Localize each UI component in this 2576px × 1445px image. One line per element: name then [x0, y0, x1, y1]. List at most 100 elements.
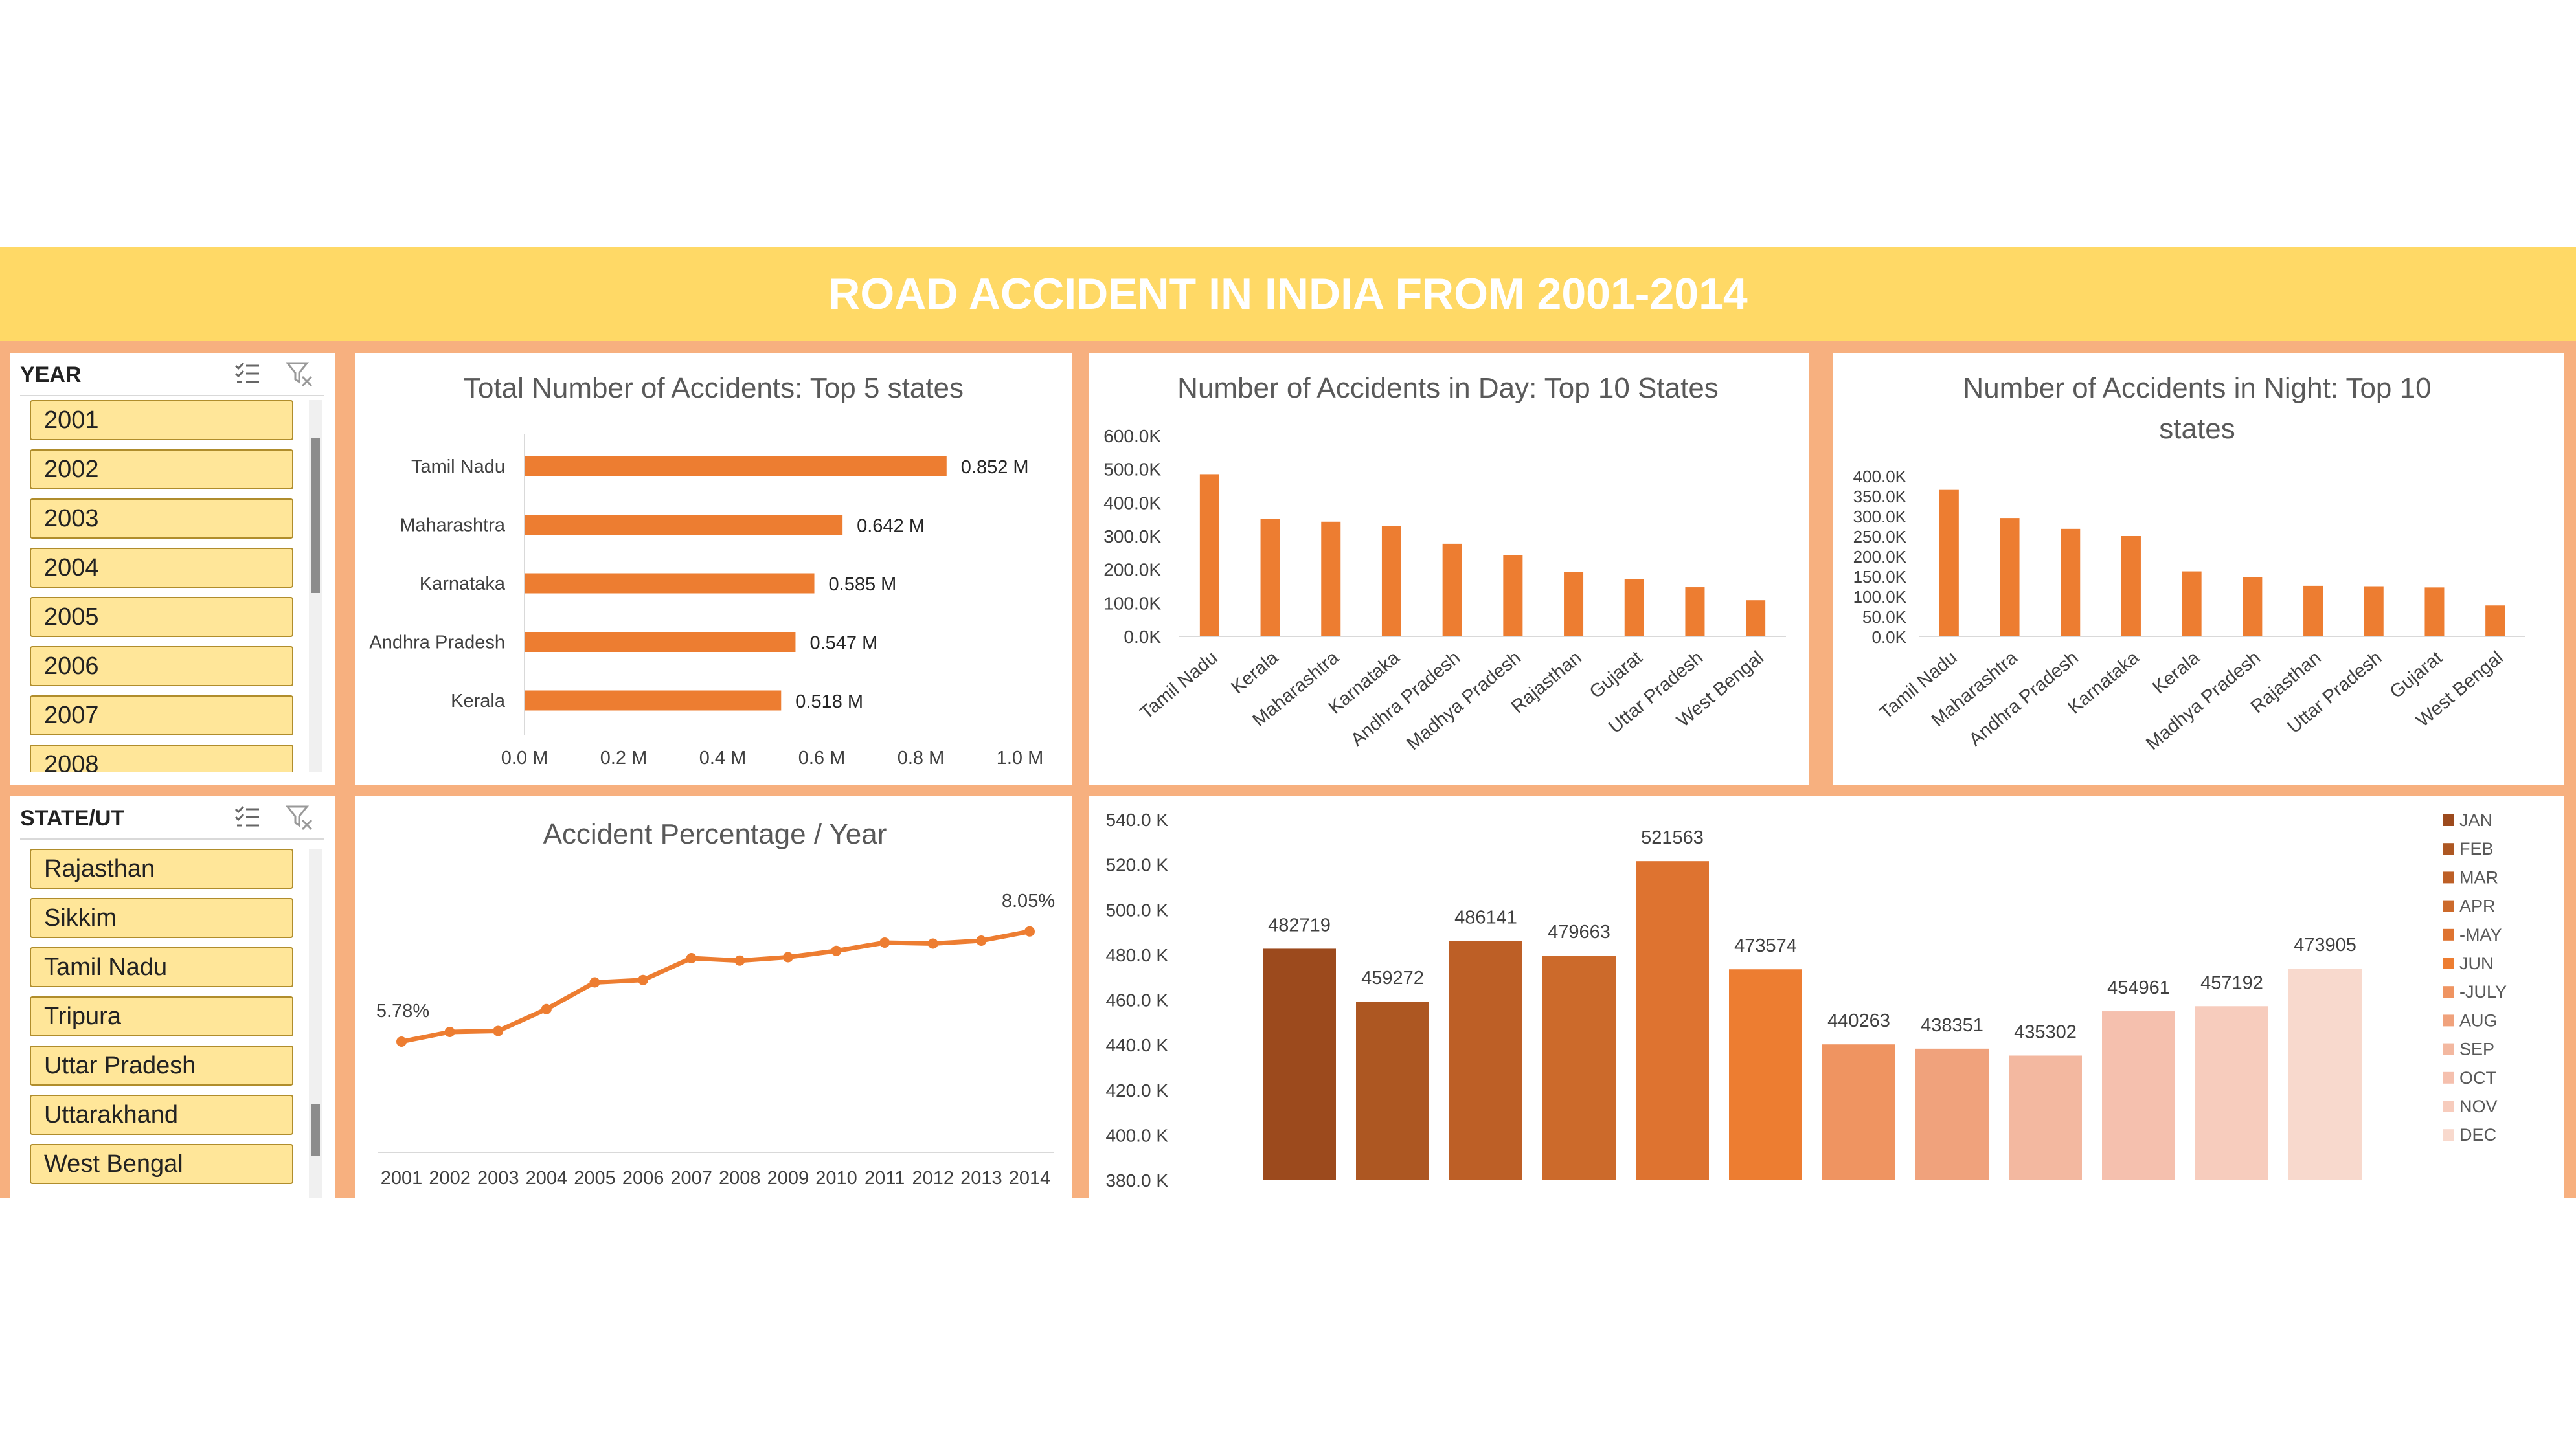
- day-bar: [1503, 555, 1523, 636]
- night-bar: [2243, 577, 2263, 636]
- month-y-tick-label: 540.0 K: [1105, 810, 1168, 830]
- month-legend-label: SEP: [2459, 1040, 2494, 1059]
- pct-x-tick-label: 2003: [477, 1168, 519, 1189]
- month-y-tick-label: 440.0 K: [1105, 1035, 1168, 1055]
- month-legend-swatch: [2443, 1043, 2454, 1055]
- month-legend-label: APR: [2459, 897, 2496, 916]
- day-bar: [1564, 572, 1584, 636]
- year-item-2008[interactable]: 2008: [30, 745, 293, 772]
- top5-category-label: Karnataka: [420, 574, 506, 594]
- clear-filter-icon[interactable]: [286, 360, 314, 388]
- state-item-tamil-nadu[interactable]: Tamil Nadu: [30, 947, 293, 987]
- top5-x-tick-label: 0.4 M: [699, 748, 747, 768]
- month-bar: [2195, 1006, 2268, 1180]
- pct-point: [493, 1025, 504, 1036]
- year-item-2001[interactable]: 2001: [30, 400, 293, 440]
- top5-bar: [525, 632, 796, 652]
- state-scroll-thumb[interactable]: [311, 1104, 320, 1156]
- title-banner: [0, 247, 2576, 341]
- month-y-tick-label: 520.0 K: [1105, 855, 1168, 875]
- night-bar: [2061, 528, 2081, 636]
- month-data-label: 482719: [1268, 915, 1331, 935]
- pct-x-tick-label: 2008: [719, 1168, 761, 1189]
- state-item-west-bengal[interactable]: West Bengal: [30, 1144, 293, 1184]
- month-bar: [1542, 956, 1616, 1180]
- pct-point: [589, 977, 600, 988]
- day-bar: [1199, 474, 1219, 636]
- day-y-tick-label: 100.0K: [1103, 593, 1161, 613]
- night-y-tick-label: 100.0K: [1853, 587, 1907, 607]
- state-item-rajasthan[interactable]: Rajasthan: [30, 849, 293, 889]
- pct-x-tick-label: 2006: [622, 1168, 664, 1189]
- month-data-label: 521563: [1641, 827, 1704, 848]
- pct-last-data-label: 8.05%: [1002, 891, 1055, 912]
- day-bar: [1381, 526, 1401, 636]
- year-slicer-list: 2001 2002 2003 2004 2005 2006 2007 2008: [10, 400, 308, 772]
- night-chart-title: Number of Accidents in Night: Top 10: [1963, 372, 2431, 404]
- month-legend-label: AUG: [2459, 1011, 2498, 1030]
- month-data-label: 459272: [1361, 968, 1424, 989]
- year-item-2006[interactable]: 2006: [30, 646, 293, 686]
- month-legend-label: JAN: [2459, 811, 2492, 830]
- top5-x-tick-label: 0.6 M: [798, 748, 846, 768]
- month-legend-label: FEB: [2459, 839, 2494, 858]
- multi-select-icon[interactable]: [233, 803, 262, 832]
- month-legend-swatch: [2443, 1071, 2454, 1084]
- top5-x-tick-label: 0.2 M: [600, 748, 648, 768]
- top5-category-label: Maharashtra: [400, 515, 506, 536]
- month-legend-swatch: [2443, 814, 2454, 826]
- day-bar: [1746, 600, 1766, 636]
- day-y-tick-label: 500.0K: [1103, 460, 1161, 480]
- top5-x-tick-label: 1.0 M: [997, 748, 1044, 768]
- month-legend-swatch: [2443, 928, 2454, 941]
- pct-x-tick-label: 2002: [429, 1168, 471, 1189]
- pct-point: [444, 1027, 455, 1037]
- year-item-2005[interactable]: 2005: [30, 597, 293, 637]
- month-legend-label: MAR: [2459, 868, 2498, 887]
- year-item-2004[interactable]: 2004: [30, 548, 293, 588]
- night-bar: [2485, 605, 2505, 636]
- pct-first-data-label: 5.78%: [376, 1001, 429, 1022]
- top5-chart-title: Total Number of Accidents: Top 5 states: [464, 372, 964, 404]
- month-y-tick-label: 380.0 K: [1105, 1171, 1168, 1191]
- month-data-label: 454961: [2107, 978, 2170, 998]
- month-legend-swatch: [2443, 900, 2454, 912]
- day-y-tick-label: 300.0K: [1103, 526, 1161, 546]
- month-data-label: 438351: [1921, 1015, 1983, 1036]
- night-category-label: Andhra Pradesh: [1965, 647, 2083, 750]
- day-y-tick-label: 400.0K: [1103, 493, 1161, 513]
- multi-select-icon[interactable]: [233, 360, 262, 388]
- top5-data-label: 0.518 M: [795, 691, 863, 712]
- dashboard-title: ROAD ACCIDENT IN INDIA FROM 2001-2014: [828, 269, 1748, 319]
- state-item-tripura[interactable]: Tripura: [30, 996, 293, 1036]
- pct-point: [396, 1036, 407, 1047]
- month-bar: [1263, 948, 1336, 1180]
- top5-bar: [525, 456, 947, 476]
- pct-x-tick-label: 2001: [381, 1168, 423, 1189]
- pct-point: [879, 937, 890, 948]
- clear-filter-icon[interactable]: [286, 803, 314, 832]
- top5-data-label: 0.585 M: [829, 574, 897, 595]
- month-legend-label: NOV: [2459, 1097, 2498, 1116]
- top5-x-tick-label: 0.8 M: [898, 748, 945, 768]
- state-item-uttarakhand[interactable]: Uttarakhand: [30, 1095, 293, 1135]
- night-bar: [2182, 571, 2202, 636]
- month-bar: [1915, 1048, 1989, 1180]
- pct-point: [976, 935, 987, 946]
- night-y-tick-label: 400.0K: [1853, 467, 1907, 486]
- night-bar: [2000, 518, 2020, 636]
- pct-x-tick-label: 2010: [815, 1168, 857, 1189]
- month-y-tick-label: 420.0 K: [1105, 1081, 1168, 1101]
- state-item-uttar-pradesh[interactable]: Uttar Pradesh: [30, 1046, 293, 1086]
- year-item-2003[interactable]: 2003: [30, 498, 293, 539]
- pct-point: [686, 953, 697, 963]
- year-item-2007[interactable]: 2007: [30, 695, 293, 735]
- night-y-tick-label: 300.0K: [1853, 507, 1907, 526]
- year-item-2002[interactable]: 2002: [30, 449, 293, 489]
- year-scroll-thumb[interactable]: [311, 438, 320, 593]
- night-y-tick-label: 200.0K: [1853, 547, 1907, 566]
- month-bar: [2288, 969, 2362, 1180]
- state-item-sikkim[interactable]: Sikkim: [30, 898, 293, 938]
- month-legend-swatch: [2443, 1014, 2454, 1027]
- day-y-tick-label: 600.0K: [1103, 426, 1161, 446]
